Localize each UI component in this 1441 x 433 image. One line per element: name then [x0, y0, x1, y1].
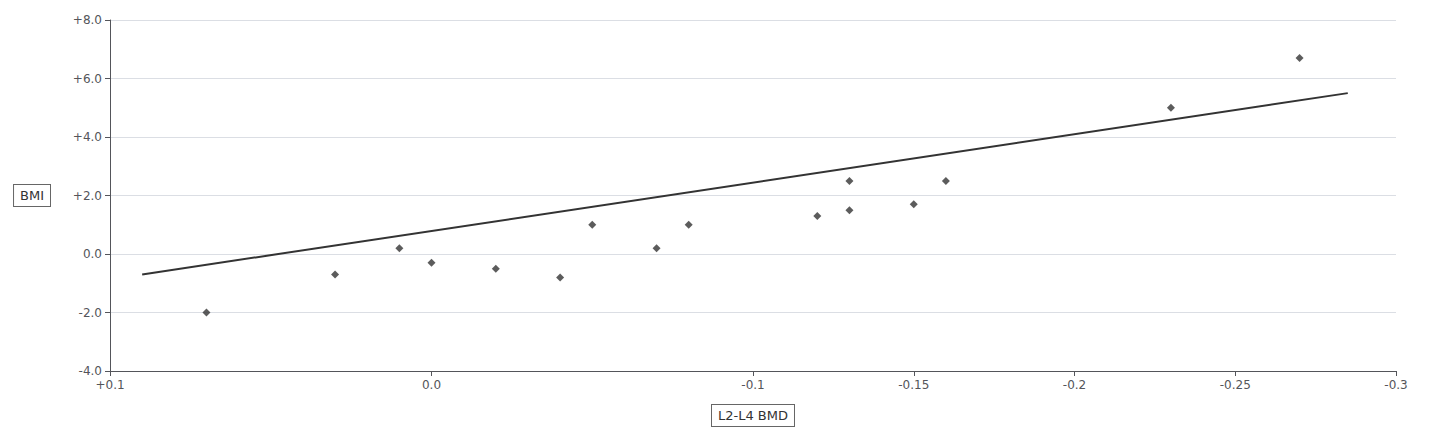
svg-text:+6.0: +6.0: [73, 72, 102, 86]
svg-text:-0.25: -0.25: [1220, 378, 1251, 392]
svg-text:BMI: BMI: [20, 188, 44, 203]
svg-text:-0.1: -0.1: [741, 378, 764, 392]
svg-text:+0.1: +0.1: [95, 378, 124, 392]
svg-text:+4.0: +4.0: [73, 130, 102, 144]
svg-text:-4.0: -4.0: [79, 364, 102, 378]
svg-text:L2-L4 BMD: L2-L4 BMD: [718, 408, 788, 423]
svg-text:-0.15: -0.15: [898, 378, 929, 392]
svg-text:-2.0: -2.0: [79, 306, 102, 320]
svg-text:0.0: 0.0: [422, 378, 441, 392]
svg-text:+2.0: +2.0: [73, 189, 102, 203]
svg-text:-0.3: -0.3: [1384, 378, 1407, 392]
svg-text:-0.2: -0.2: [1063, 378, 1086, 392]
svg-text:0.0: 0.0: [83, 247, 102, 261]
svg-text:+8.0: +8.0: [73, 13, 102, 27]
